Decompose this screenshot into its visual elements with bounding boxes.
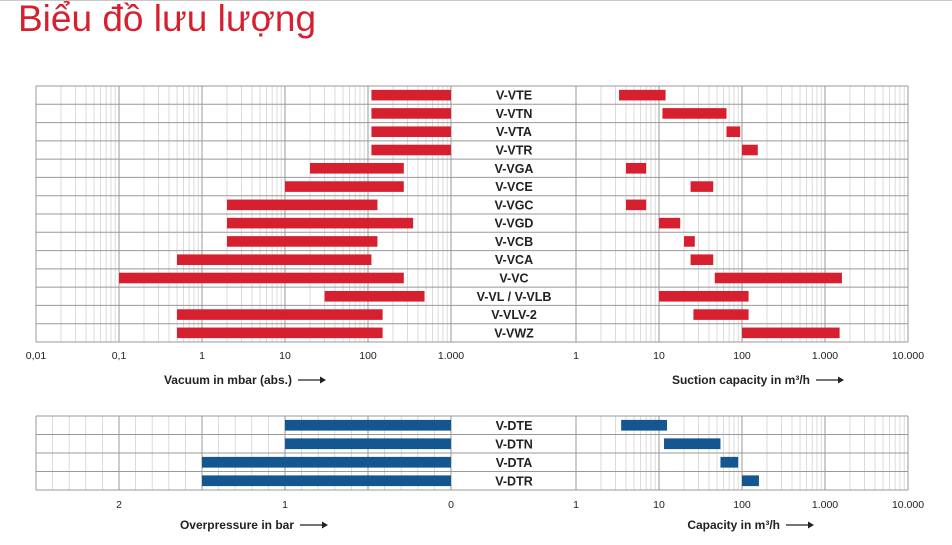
suction-range-bar: [659, 217, 681, 229]
pressure-tick-label: 1: [282, 499, 288, 511]
pressure-range-bar: [285, 419, 451, 431]
suction-range-bar: [742, 327, 840, 339]
suction-range-bar: [714, 272, 842, 284]
vacuum-range-bar: [285, 181, 404, 192]
vacuum-range-bar: [119, 272, 404, 284]
vacuum-range-bar: [309, 162, 404, 174]
vacuum-range-bar: [371, 126, 451, 138]
vacuum-category-label: V-VGD: [495, 217, 534, 231]
vacuum-tick-label: 1: [199, 350, 205, 362]
vacuum-category-label: V-VTE: [496, 89, 532, 103]
suction-range-bar: [619, 89, 666, 101]
capacity-tick-label: 1: [573, 499, 579, 511]
vacuum-tick-label: 0,1: [112, 350, 127, 362]
suction-tick-label: 100: [733, 350, 751, 362]
pressure-axis-title: Overpressure in bar: [180, 518, 294, 532]
suction-range-bar: [690, 181, 714, 192]
capacity-tick-label: 1.000: [812, 499, 838, 511]
capacity-axis-arrowhead: [808, 521, 814, 529]
vacuum-category-label: V-VCE: [495, 180, 533, 194]
vacuum-tick-label: 10: [279, 350, 291, 362]
vacuum-category-label: V-VGC: [495, 198, 534, 212]
pressure-category-label: V-DTN: [495, 437, 533, 451]
suction-range-bar: [726, 126, 741, 138]
vacuum-category-label: V-VWZ: [494, 326, 534, 340]
vacuum-category-label: V-VCA: [495, 253, 533, 267]
suction-tick-label: 10.000: [892, 350, 924, 362]
capacity-range-bar: [664, 438, 721, 450]
pressure-range-bar: [285, 438, 451, 450]
pressure-category-label: V-DTE: [496, 419, 533, 433]
suction-range-bar: [625, 162, 647, 174]
vacuum-category-label: V-VTA: [496, 125, 532, 139]
vacuum-range-bar: [226, 236, 378, 247]
pressure-category-label: V-DTR: [495, 474, 533, 488]
top-divider: [0, 0, 952, 1]
capacity-tick-label: 10.000: [892, 499, 924, 511]
capacity-range-bar: [742, 475, 759, 487]
vacuum-range-bar: [177, 327, 383, 339]
pressure-category-label: V-DTA: [496, 456, 533, 470]
pressure-axis-arrowhead: [322, 521, 328, 529]
capacity-range-bar: [621, 419, 668, 431]
capacity-tick-label: 10: [653, 499, 665, 511]
vacuum-range-bar: [177, 309, 383, 320]
vacuum-category-label: V-VTN: [496, 107, 533, 121]
suction-range-bar: [742, 144, 758, 156]
suction-range-bar: [625, 199, 647, 211]
vacuum-range-bar: [177, 254, 372, 266]
suction-range-bar: [690, 254, 714, 266]
suction-axis-title: Suction capacity in m³/h: [672, 373, 810, 387]
suction-range-bar: [693, 309, 749, 320]
pressure-tick-label: 0: [448, 499, 454, 511]
vacuum-range-bar: [371, 144, 451, 156]
suction-axis-arrowhead: [838, 376, 844, 384]
pressure-range-bar: [202, 456, 451, 468]
vacuum-category-label: V-VCB: [495, 235, 533, 249]
vacuum-category-label: V-VL / V-VLB: [477, 290, 552, 304]
page-title: Biểu đồ lưu lượng: [18, 0, 317, 39]
suction-tick-label: 1: [573, 350, 579, 362]
vacuum-range-bar: [226, 199, 378, 211]
suction-range-bar: [662, 108, 727, 119]
vacuum-category-label: V-VC: [499, 272, 528, 286]
suction-tick-label: 10: [653, 350, 665, 362]
capacity-axis-title: Capacity in m³/h: [687, 518, 780, 532]
vacuum-category-label: V-VTR: [496, 144, 533, 158]
vacuum-tick-label: 100: [359, 350, 377, 362]
capacity-range-bar: [720, 456, 739, 468]
vacuum-category-label: V-VGA: [495, 162, 534, 176]
pressure-range-bar: [202, 475, 451, 487]
vacuum-range-bar: [371, 108, 451, 119]
suction-range-bar: [683, 236, 695, 247]
vacuum-category-label: V-VLV-2: [491, 308, 537, 322]
vacuum-axis-arrowhead: [320, 376, 326, 384]
pressure-tick-label: 2: [116, 499, 122, 511]
vacuum-range-bar: [324, 290, 425, 302]
capacity-tick-label: 100: [733, 499, 751, 511]
vacuum-range-bar: [226, 217, 414, 229]
vacuum-range-bar: [371, 89, 451, 101]
vacuum-axis-title: Vacuum in mbar (abs.): [164, 373, 292, 387]
suction-range-bar: [659, 290, 749, 302]
vacuum-tick-label: 1.000: [438, 350, 464, 362]
suction-tick-label: 1.000: [812, 350, 838, 362]
vacuum-tick-label: 0,01: [26, 350, 47, 362]
